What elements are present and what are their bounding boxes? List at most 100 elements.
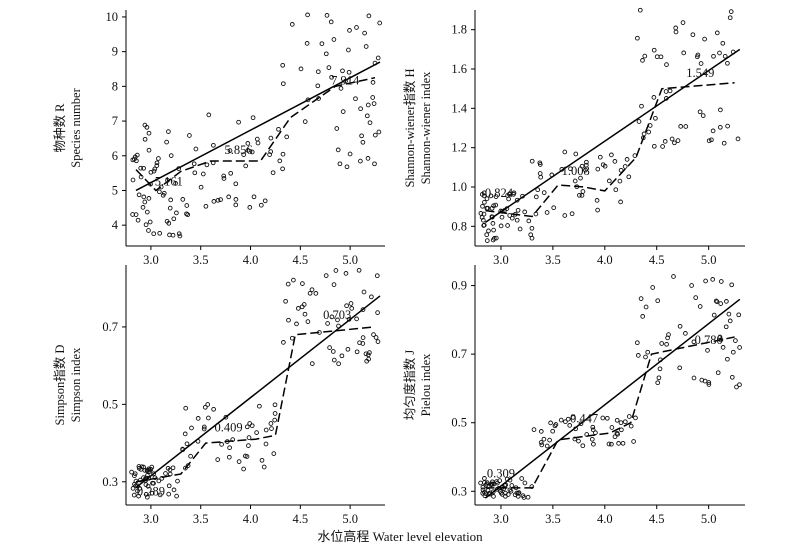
data-point — [366, 13, 372, 19]
data-point — [594, 198, 600, 203]
mean-value-label: 5.161 — [155, 174, 183, 188]
data-point — [713, 298, 719, 304]
data-point — [284, 134, 290, 140]
data-point — [662, 139, 668, 144]
data-point — [151, 481, 156, 486]
data-point — [367, 120, 373, 126]
data-point — [180, 197, 186, 202]
mean-value-label: 0.447 — [570, 412, 598, 426]
x-tick-label: 4.0 — [243, 512, 259, 526]
data-point — [152, 166, 158, 172]
data-point — [236, 459, 242, 464]
data-point — [137, 486, 142, 491]
data-point — [655, 380, 661, 386]
data-point — [609, 441, 614, 447]
data-point — [660, 144, 665, 149]
data-point — [720, 345, 726, 350]
data-point — [243, 163, 249, 169]
data-point — [345, 346, 351, 352]
data-point — [710, 277, 716, 282]
data-point — [553, 422, 559, 427]
data-point — [268, 135, 274, 141]
data-point — [525, 494, 531, 500]
data-point — [346, 47, 351, 53]
data-point — [135, 217, 141, 223]
data-point — [597, 154, 603, 160]
data-point — [375, 55, 381, 61]
data-point — [347, 151, 353, 157]
y-tick-label: 0.7 — [102, 320, 118, 334]
data-point — [191, 161, 197, 167]
data-point — [148, 466, 154, 472]
data-point — [188, 453, 193, 459]
mean-value-label: 0.703 — [323, 308, 351, 322]
data-point — [602, 163, 608, 169]
data-point — [305, 12, 310, 18]
mean-value-label: 1.008 — [562, 164, 590, 178]
data-point — [176, 231, 182, 237]
mean-value-label: 0.309 — [487, 467, 515, 481]
y-axis-label-en: Shannon-wiener index — [419, 71, 433, 185]
data-point — [359, 133, 364, 139]
data-point — [184, 211, 189, 217]
data-point — [694, 54, 700, 60]
piecewise-mean-line — [135, 76, 376, 192]
data-point — [221, 173, 227, 179]
data-point — [251, 194, 257, 200]
data-point — [365, 156, 371, 161]
data-point — [134, 152, 140, 158]
data-point — [174, 210, 179, 216]
data-point — [182, 431, 188, 437]
data-point — [727, 15, 733, 21]
data-point — [193, 146, 199, 152]
data-point — [192, 170, 198, 176]
data-point — [635, 353, 641, 358]
data-point — [315, 69, 321, 75]
data-point — [654, 54, 660, 60]
data-point — [626, 414, 632, 419]
data-point — [245, 141, 251, 146]
y-tick-label: 7 — [112, 114, 118, 128]
data-point — [683, 124, 689, 129]
data-point — [330, 349, 336, 354]
data-point — [344, 303, 349, 309]
data-point — [138, 165, 144, 171]
data-point — [249, 423, 255, 429]
data-point — [166, 491, 172, 497]
data-point — [718, 107, 723, 113]
data-point — [698, 61, 704, 66]
data-point — [498, 223, 504, 229]
data-point — [221, 176, 227, 181]
x-tick-label: 4.0 — [597, 253, 613, 267]
data-point — [299, 304, 305, 310]
data-point — [664, 62, 669, 67]
data-point — [548, 420, 553, 426]
data-point — [375, 310, 380, 315]
data-point — [272, 411, 278, 416]
y-tick-label: 8 — [112, 79, 118, 93]
data-point — [233, 197, 239, 202]
data-point — [250, 115, 256, 121]
data-point — [365, 352, 371, 358]
data-point — [595, 207, 600, 213]
data-point — [628, 423, 634, 429]
data-point — [641, 131, 647, 137]
y-tick-label: 1.2 — [451, 141, 467, 155]
data-point — [562, 213, 568, 218]
data-point — [363, 44, 369, 49]
data-point — [538, 174, 544, 180]
x-tick-label: 4.0 — [597, 512, 613, 526]
data-point — [589, 436, 595, 442]
data-point — [730, 349, 736, 355]
data-point — [737, 382, 742, 388]
data-point — [226, 454, 232, 460]
data-point — [372, 132, 378, 138]
data-point — [616, 441, 621, 446]
data-point — [254, 136, 260, 142]
data-point — [151, 231, 157, 237]
mean-value-label: 0.289 — [137, 484, 165, 498]
y-tick-label: 0.5 — [102, 397, 118, 411]
data-point — [372, 161, 377, 167]
data-point — [374, 273, 380, 279]
data-point — [565, 416, 571, 422]
